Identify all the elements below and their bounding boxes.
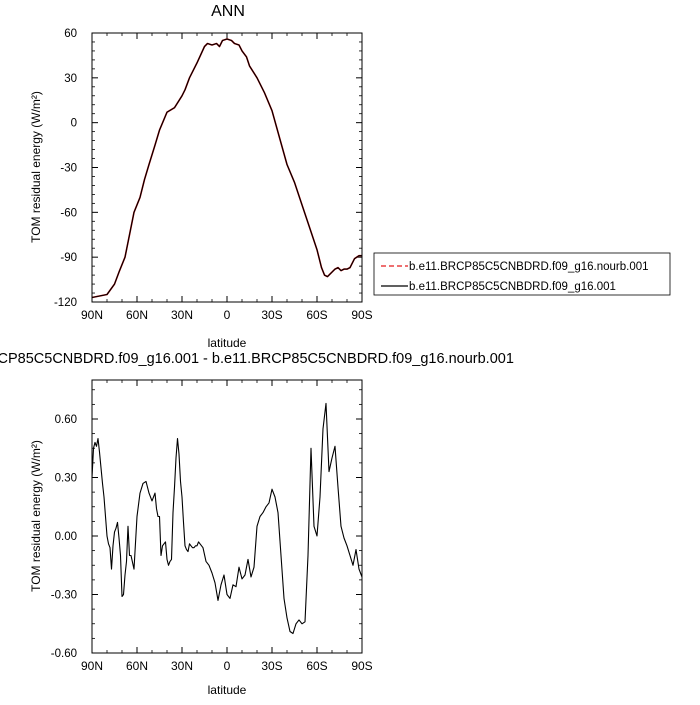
bottom-y-tick-label: 0.30 (55, 473, 77, 485)
bottom-chart-x-axis-label: latitude (208, 683, 247, 697)
top-y-tick-label: -90 (60, 252, 77, 264)
bottom-chart-title: b.e11.BRCP85C5CNBDRD.f09_g16.001 - b.e11… (0, 351, 514, 367)
bottom-y-tick-label: 0.00 (55, 531, 77, 543)
top-chart-plot-frame (91, 32, 363, 303)
top-x-tick-label: 90S (351, 308, 372, 322)
top-chart-x-axis-label: latitude (208, 336, 247, 350)
top-x-tick-label: 60S (306, 308, 327, 322)
top-y-tick-label: -60 (60, 207, 77, 219)
legend-label-control: b.e11.BRCP85C5CNBDRD.f09_g16.001 (409, 281, 616, 293)
top-x-tick-label: 0 (224, 308, 231, 322)
bottom-chart-x-tick-labels: 90N 60N 30N 0 30S 60S 90S (81, 659, 373, 673)
bottom-x-tick-label: 60S (306, 659, 327, 673)
bottom-chart-series (91, 402, 363, 635)
top-series-line-1 (91, 38, 362, 299)
top-x-tick-label: 60N (126, 308, 148, 322)
bottom-x-tick-label: 30S (261, 659, 282, 673)
top-x-tick-label: 90N (81, 308, 103, 322)
bottom-x-tick-label: 60N (126, 659, 148, 673)
bottom-x-tick-label: 0 (224, 659, 231, 673)
top-chart-title: ANN (211, 3, 245, 20)
legend-label-nourb: b.e11.BRCP85C5CNBDRD.f09_g16.nourb.001 (409, 261, 649, 273)
legend-frame (373, 252, 671, 296)
top-chart: ANN 90N 60N 30N 0 30S 60S 90S 60 30 0 -30 -60 -90 -1… (29, 3, 373, 350)
top-y-tick-label: -30 (60, 163, 77, 175)
top-chart-ticks (91, 32, 363, 303)
bottom-y-tick-label: 0.60 (55, 414, 77, 426)
bottom-y-tick-label: -0.60 (51, 648, 77, 660)
legend: b.e11.BRCP85C5CNBDRD.f09_g16.nourb.001 b… (373, 252, 671, 296)
bottom-chart-y-axis-label: TOM residual energy (W/m²) (29, 440, 43, 592)
bottom-chart-plot-frame (91, 379, 363, 654)
top-y-tick-label: 30 (64, 73, 77, 85)
top-y-tick-label: 0 (71, 118, 77, 130)
top-chart-series (91, 38, 362, 299)
bottom-x-tick-label: 90N (81, 659, 103, 673)
top-chart-x-tick-labels: 90N 60N 30N 0 30S 60S 90S (81, 308, 373, 322)
top-chart-y-tick-labels: 60 30 0 -30 -60 -90 -120 (54, 28, 77, 309)
bottom-chart-y-tick-labels: 0.60 0.30 0.00 -0.30 -0.60 (51, 414, 77, 660)
top-y-tick-label: 60 (64, 28, 77, 40)
bottom-x-tick-label: 90S (351, 659, 372, 673)
top-series-line-0 (91, 38, 362, 299)
top-chart-y-axis-label: TOM residual energy (W/m²) (29, 91, 43, 243)
top-y-tick-label: -120 (54, 297, 77, 309)
bottom-y-tick-label: -0.30 (51, 590, 77, 602)
top-x-tick-label: 30S (261, 308, 282, 322)
bottom-chart: b.e11.BRCP85C5CNBDRD.f09_g16.001 - b.e11… (0, 351, 514, 697)
bottom-chart-ticks (91, 380, 363, 654)
bottom-x-tick-label: 30N (171, 659, 193, 673)
top-x-tick-label: 30N (171, 308, 193, 322)
bottom-series-line-0 (91, 402, 363, 635)
